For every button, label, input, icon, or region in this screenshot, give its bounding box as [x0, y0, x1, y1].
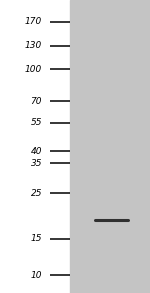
- Text: 35: 35: [30, 159, 42, 168]
- Text: 55: 55: [30, 118, 42, 127]
- Text: 10: 10: [30, 270, 42, 280]
- Bar: [0, 0, 70, 293]
- Text: 130: 130: [25, 41, 42, 50]
- Text: 100: 100: [25, 65, 42, 74]
- Text: 25: 25: [30, 189, 42, 198]
- Text: 15: 15: [30, 234, 42, 243]
- Text: 170: 170: [25, 18, 42, 26]
- Text: 40: 40: [30, 147, 42, 156]
- Bar: [70, 0, 150, 293]
- Text: 70: 70: [30, 97, 42, 106]
